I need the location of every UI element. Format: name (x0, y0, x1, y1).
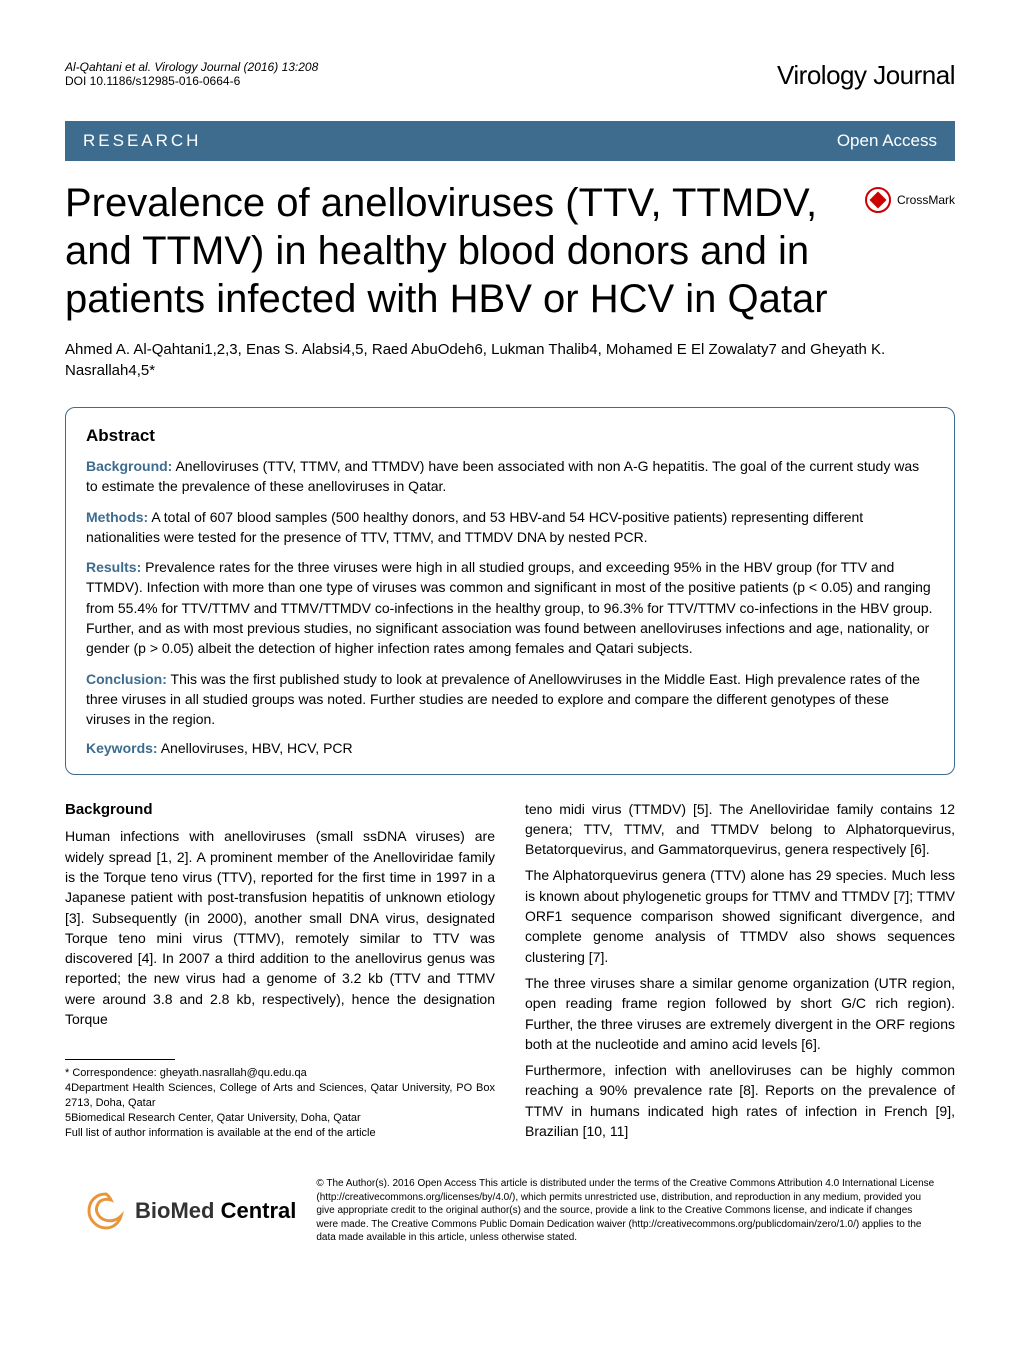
keywords-label: Keywords: (86, 740, 158, 756)
abstract-conclusion-label: Conclusion: (86, 671, 167, 687)
crossmark-icon (865, 187, 891, 213)
banner-right: Open Access (837, 131, 937, 151)
body-left-p1: Human infections with anelloviruses (sma… (65, 826, 495, 1029)
license-text: © The Author(s). 2016 Open Access This a… (316, 1177, 935, 1245)
abstract-background-label: Background: (86, 458, 172, 474)
citation: Al-Qahtani et al. Virology Journal (2016… (65, 60, 318, 74)
abstract-background: Background: Anelloviruses (TTV, TTMV, an… (86, 456, 934, 497)
abstract-conclusion-text: This was the first published study to lo… (86, 671, 920, 728)
abstract-methods: Methods: A total of 607 blood samples (5… (86, 507, 934, 548)
right-column: teno midi virus (TTMDV) [5]. The Anellov… (525, 799, 955, 1148)
doi: DOI 10.1186/s12985-016-0664-6 (65, 74, 318, 88)
body-right-p2: The Alphatorquevirus genera (TTV) alone … (525, 865, 955, 966)
abstract-results-label: Results: (86, 559, 141, 575)
full-author-info: Full list of author information is avail… (65, 1126, 495, 1141)
footnotes: * Correspondence: gheyath.nasrallah@qu.e… (65, 1066, 495, 1140)
body-right-p3: The three viruses share a similar genome… (525, 973, 955, 1054)
article-type-banner: RESEARCH Open Access (65, 121, 955, 161)
crossmark-badge[interactable]: CrossMark (865, 187, 955, 213)
keywords: Keywords: Anelloviruses, HBV, HCV, PCR (86, 740, 934, 756)
abstract-results-text: Prevalence rates for the three viruses w… (86, 559, 933, 656)
banner-left: RESEARCH (83, 131, 201, 151)
authors: Ahmed A. Al-Qahtani1,2,3, Enas S. Alabsi… (65, 339, 955, 381)
biomed-central-logo: BioMed Central (85, 1190, 296, 1232)
abstract-methods-text: A total of 607 blood samples (500 health… (86, 509, 863, 545)
article-title: Prevalence of anelloviruses (TTV, TTMDV,… (65, 179, 853, 323)
keywords-text: Anelloviruses, HBV, HCV, PCR (158, 740, 353, 756)
affiliation-5: 5Biomedical Research Center, Qatar Unive… (65, 1111, 495, 1126)
left-column: Background Human infections with anellov… (65, 799, 495, 1148)
correspondence: * Correspondence: gheyath.nasrallah@qu.e… (65, 1066, 495, 1081)
bmc-text: BioMed Central (135, 1198, 296, 1224)
abstract-box: Abstract Background: Anelloviruses (TTV,… (65, 407, 955, 775)
crossmark-label: CrossMark (897, 193, 955, 207)
abstract-conclusion: Conclusion: This was the first published… (86, 669, 934, 730)
abstract-heading: Abstract (86, 426, 934, 446)
abstract-results: Results: Prevalence rates for the three … (86, 557, 934, 658)
body-right-p1: teno midi virus (TTMDV) [5]. The Anellov… (525, 799, 955, 860)
footnote-separator (65, 1059, 175, 1060)
body-right-p4: Furthermore, infection with anelloviruse… (525, 1060, 955, 1141)
background-heading: Background (65, 799, 495, 821)
abstract-background-text: Anelloviruses (TTV, TTMV, and TTMDV) hav… (86, 458, 919, 494)
bmc-swirl-icon (85, 1190, 127, 1232)
footer: BioMed Central © The Author(s). 2016 Ope… (65, 1177, 955, 1245)
abstract-methods-label: Methods: (86, 509, 148, 525)
affiliation-4: 4Department Health Sciences, College of … (65, 1081, 495, 1111)
journal-name: Virology Journal (777, 60, 955, 91)
